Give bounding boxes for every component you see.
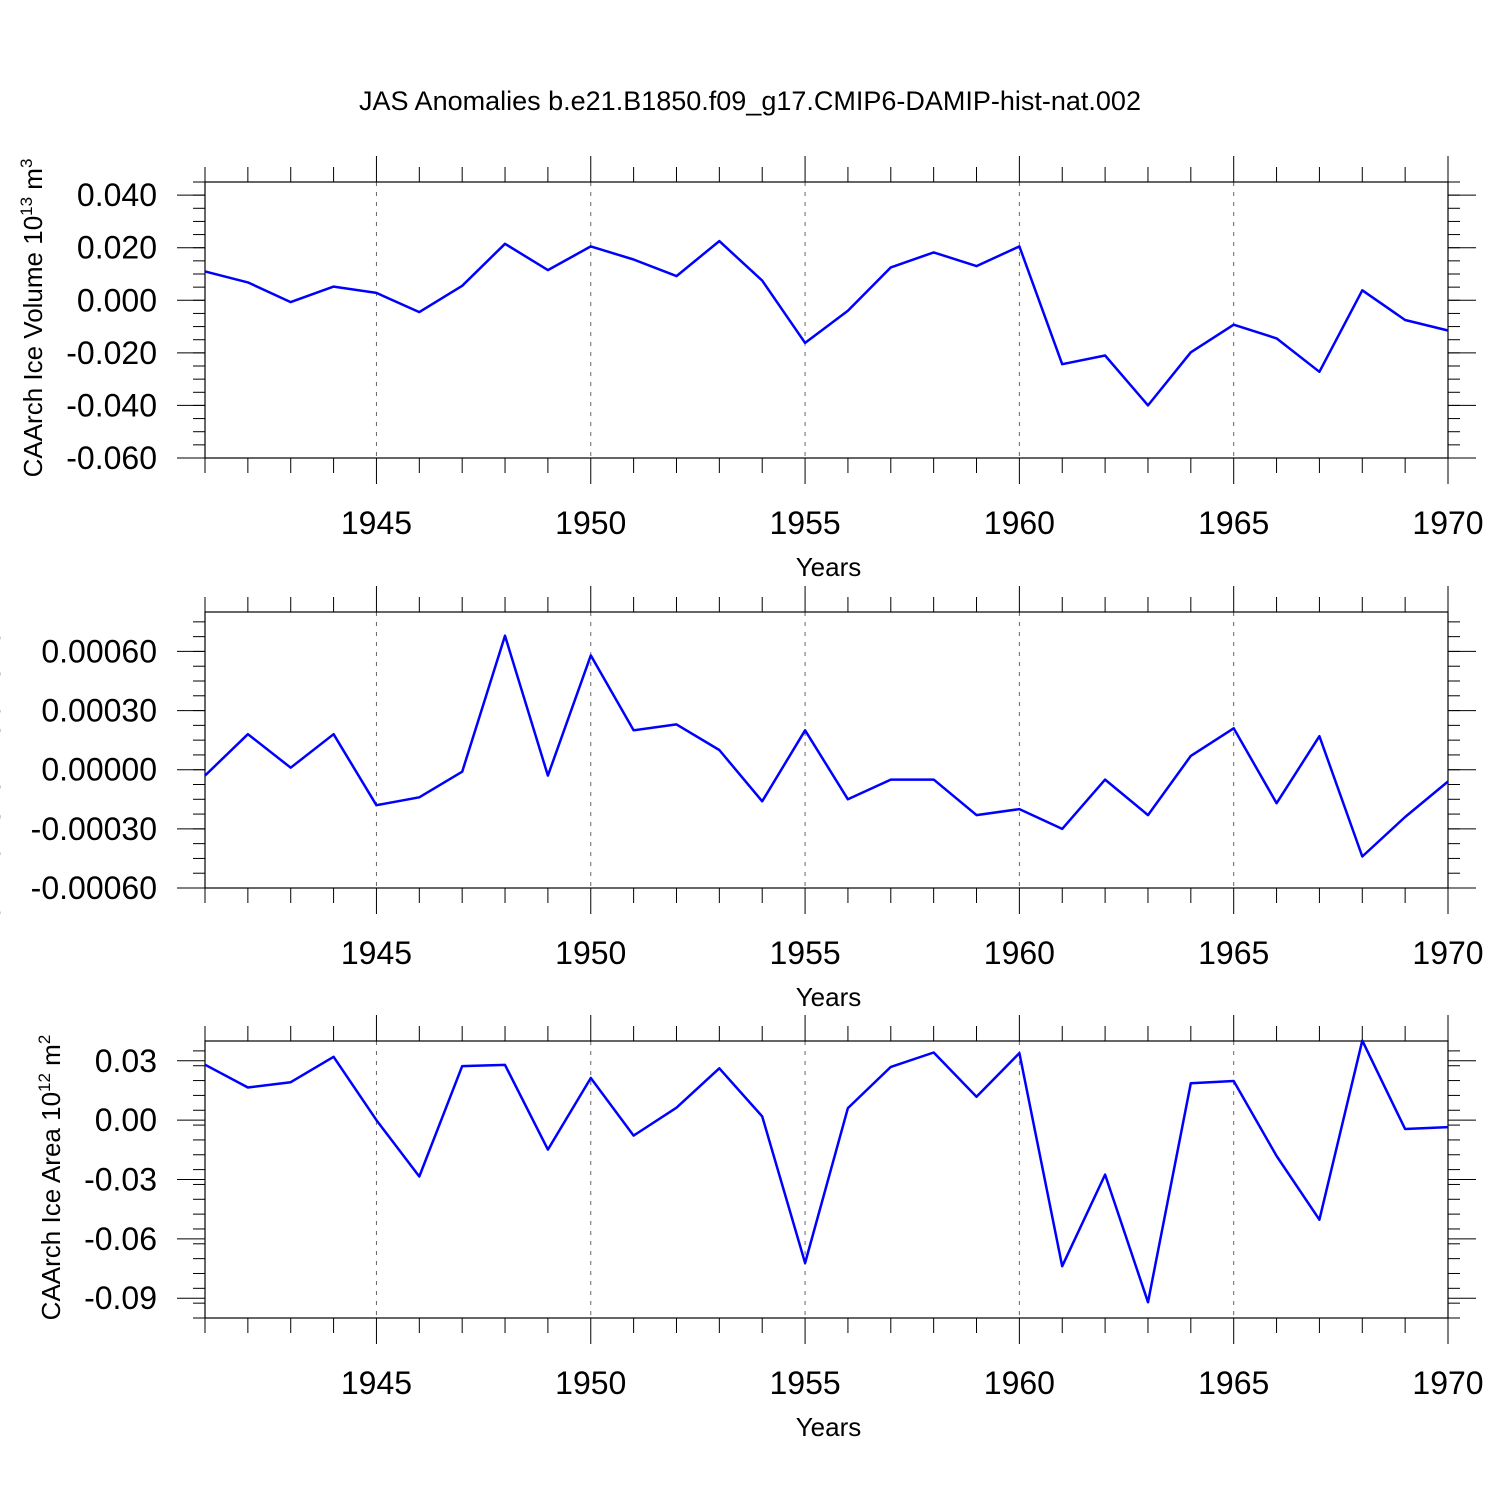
chart-panel-1: -0.060 -0.040 -0.020 0.000 0.020 0.040 1945 195… (17, 156, 1484, 582)
x-tick-label: 1970 (1412, 935, 1483, 971)
x-tick-label: 1960 (984, 935, 1055, 971)
y-tick-label: -0.060 (66, 440, 157, 476)
y-tick-label: -0.09 (84, 1280, 157, 1316)
x-tick-label: 1955 (769, 1365, 840, 1401)
plot-frame (204, 1040, 1449, 1319)
x-tick-label: 1950 (555, 935, 626, 971)
y-axis-label: CAArch Ice Area 1012 m2 (35, 1035, 66, 1321)
x-tick-label: 1950 (555, 505, 626, 541)
x-tick-label: 1970 (1412, 505, 1483, 541)
y-tick-label: -0.040 (66, 387, 157, 423)
y-tick-label: 0.00000 (41, 752, 157, 788)
y-tick-label: -0.00030 (31, 811, 157, 847)
y-axis-label: CAArch Snow Volume 1013 m3 (0, 573, 6, 922)
x-axis-label: Years (796, 1412, 862, 1442)
x-tick-label: 1965 (1198, 1365, 1269, 1401)
y-tick-label: -0.03 (84, 1162, 157, 1198)
y-tick-label: 0.040 (77, 177, 157, 213)
x-tick-label: 1945 (341, 505, 412, 541)
x-tick-label: 1960 (984, 1365, 1055, 1401)
series-line-caarch-snow-volume (204, 634, 1449, 858)
y-axis-label: CAArch Ice Volume 1013 m3 (17, 159, 48, 478)
y-tick-label: 0.00030 (41, 693, 157, 729)
y-tick-label: -0.06 (84, 1221, 157, 1257)
panels: -0.060 -0.040 -0.020 0.000 0.020 0.040 1945 195… (0, 156, 1484, 1442)
x-tick-label: 1945 (341, 1365, 412, 1401)
plot-frame (204, 181, 1449, 459)
y-tick-label: 0.00060 (41, 633, 157, 669)
x-tick-label: 1965 (1198, 505, 1269, 541)
x-tick-label: 1955 (769, 505, 840, 541)
plot-frame (204, 611, 1449, 889)
series-line-caarch-ice-area (204, 1039, 1449, 1304)
series-line-caarch-ice-volume (204, 239, 1449, 407)
y-tick-label: -0.00060 (31, 870, 157, 906)
x-tick-label: 1970 (1412, 1365, 1483, 1401)
x-axis-label: Years (796, 552, 862, 582)
chart-panel-2: -0.00060 -0.00030 0.00000 0.00030 0.00060 194… (0, 573, 1484, 1012)
y-tick-label: 0.00 (95, 1102, 157, 1138)
x-tick-label: 1955 (769, 935, 840, 971)
y-tick-label: 0.000 (77, 282, 157, 318)
y-tick-label: -0.020 (66, 335, 157, 371)
x-axis-label: Years (796, 982, 862, 1012)
y-tick-label: 0.020 (77, 230, 157, 266)
x-tick-label: 1965 (1198, 935, 1269, 971)
chart-panel-3: -0.09 -0.06 -0.03 0.00 0.03 1945 1950 1955 1960 1… (35, 1015, 1484, 1442)
x-tick-label: 1960 (984, 505, 1055, 541)
y-tick-label: 0.03 (95, 1043, 157, 1079)
figure-title: JAS Anomalies b.e21.B1850.f09_g17.CMIP6-… (359, 86, 1141, 116)
x-tick-label: 1945 (341, 935, 412, 971)
x-tick-label: 1950 (555, 1365, 626, 1401)
